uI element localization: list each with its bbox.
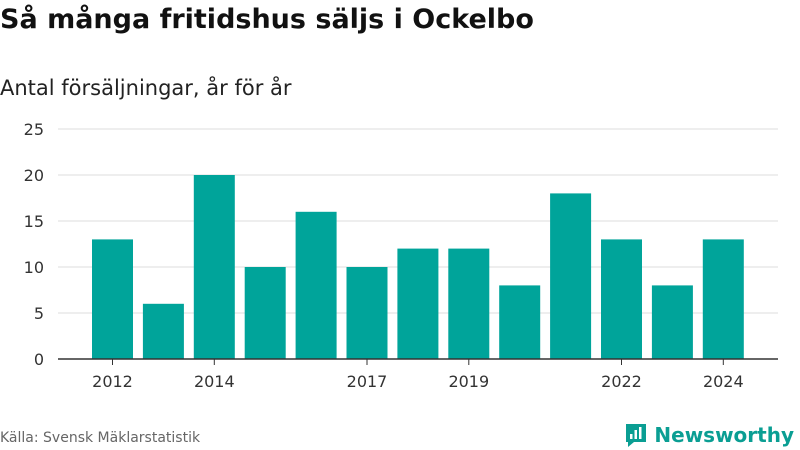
brand-name: Newsworthy — [654, 423, 794, 447]
bar-2022 — [601, 239, 642, 359]
y-tick-label: 25 — [24, 120, 44, 139]
bars — [92, 175, 744, 359]
bar-2014 — [193, 175, 235, 359]
y-tick-label: 0 — [34, 350, 44, 369]
x-tick-label: 2022 — [601, 372, 642, 391]
x-tick-label: 2017 — [347, 372, 388, 391]
bar-2019 — [448, 248, 490, 359]
x-axis: 2012 2014 2017 2019 2022 2024 — [58, 358, 778, 391]
y-tick-label: 5 — [34, 304, 44, 323]
x-tick-label: 2024 — [703, 372, 744, 391]
source-note: Källa: Svensk Mäklarstatistik — [0, 430, 201, 446]
bar-2021 — [550, 193, 592, 359]
x-tick-label: 2014 — [194, 372, 235, 391]
chart-subtitle: Antal försäljningar, år för år — [0, 76, 292, 100]
y-tick-label: 15 — [24, 212, 44, 231]
bar-2017 — [346, 267, 388, 359]
bar-2012 — [92, 239, 133, 359]
bar-2024 — [702, 239, 744, 359]
bar-2015 — [244, 267, 286, 359]
x-tick-label: 2012 — [92, 372, 133, 391]
y-tick-label: 10 — [24, 258, 44, 277]
y-tick-label: 20 — [24, 166, 44, 185]
bar-2018 — [397, 248, 439, 359]
y-axis-tick-labels: 0 5 10 15 20 25 — [24, 120, 44, 369]
bar-2013 — [142, 303, 184, 359]
brand-logo: Newsworthy — [624, 420, 794, 450]
bar-chart-logo-icon — [626, 424, 647, 447]
chart-title: Så många fritidshus säljs i Ockelbo — [0, 4, 534, 35]
bar-chart: 0 5 10 15 20 25 2012 2014 2017 2019 2022 2024 — [24, 120, 778, 391]
bar-2023 — [651, 285, 693, 359]
x-tick-label: 2019 — [448, 372, 489, 391]
bar-2020 — [499, 285, 541, 359]
bar-2016 — [295, 211, 337, 359]
